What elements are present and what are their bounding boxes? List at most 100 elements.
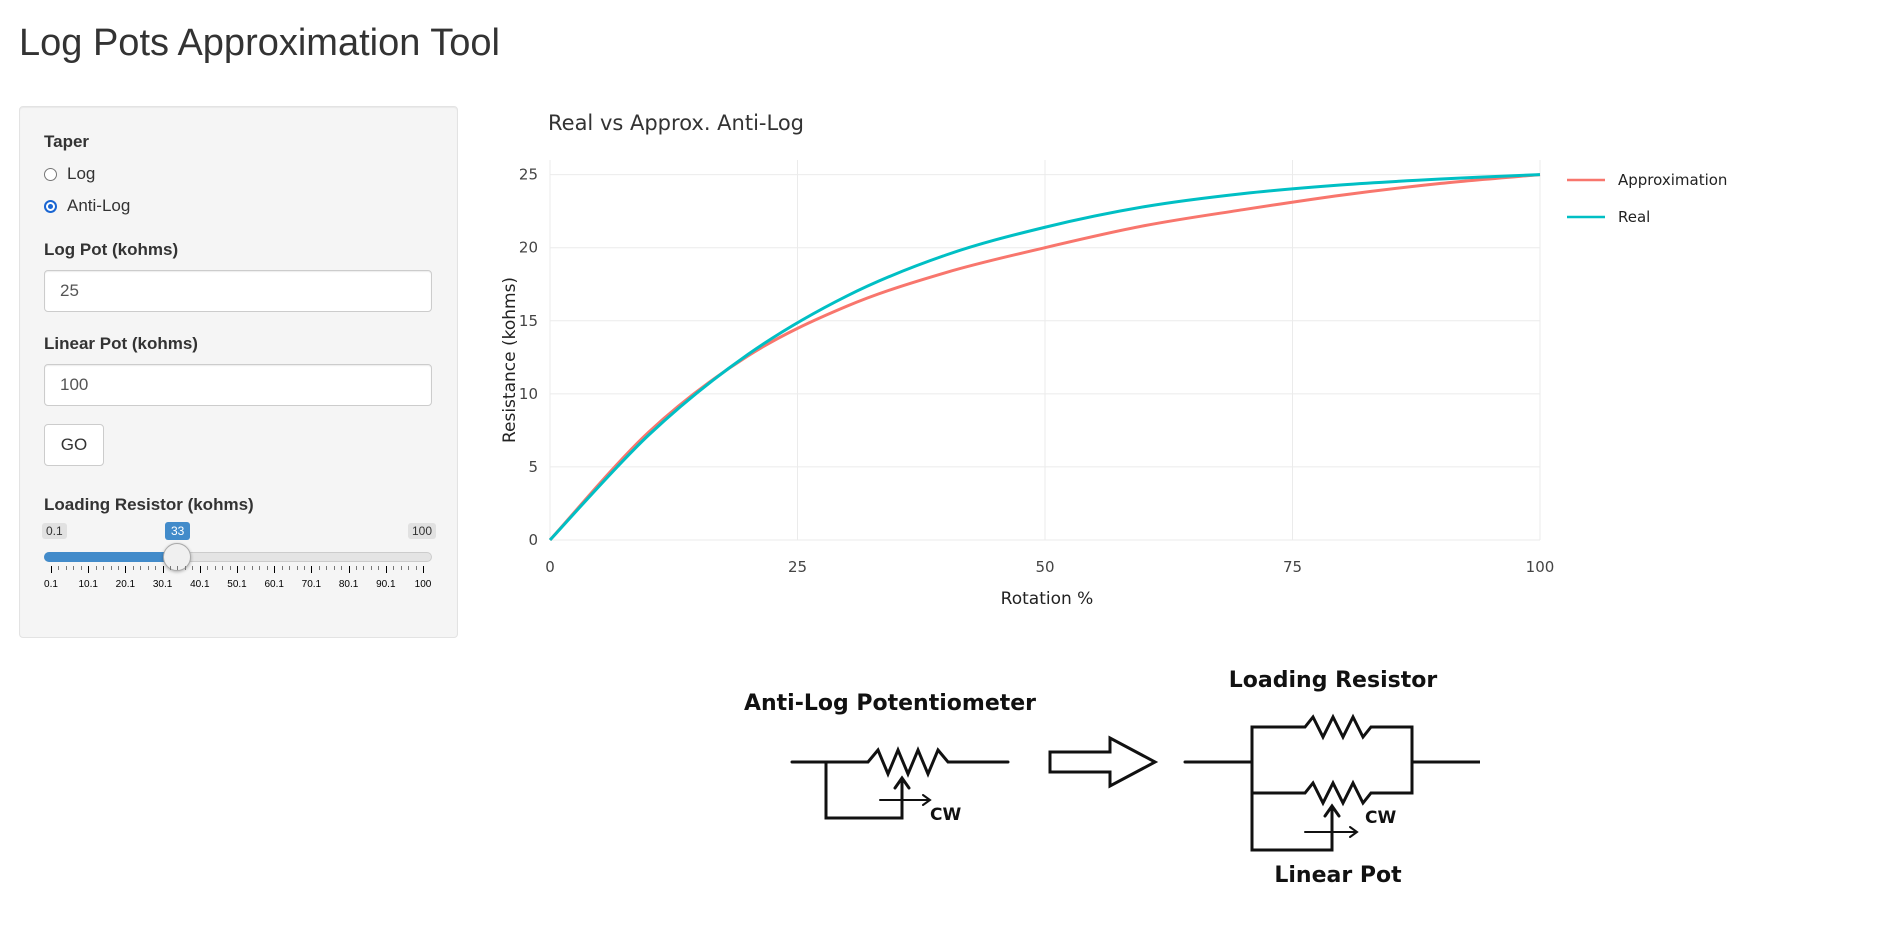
slider-minor-tick [103,566,105,570]
taper-option-log[interactable]: Log [44,164,95,184]
log-pot-input[interactable] [44,270,432,312]
taper-option-log-label: Log [67,164,96,183]
slider-minor-tick [184,566,186,570]
slider-max: 100 [408,523,437,539]
circuit-diagram: Anti-Log Potentiometer CW Loading Resist… [744,668,1480,888]
slider-tick [162,566,164,573]
slider-minor-tick [117,566,119,570]
slider-minor-tick [222,566,224,570]
arrow-shape [1048,735,1159,789]
slider-tick-label: 60.1 [264,579,284,590]
slider-fill [44,552,177,562]
loading-resistor-label: Loading Resistor (kohms) [44,495,254,514]
slider-tick-label: 90.1 [376,579,396,590]
linear-pot-label: Linear Pot (kohms) [44,334,198,353]
slider-tick [348,566,350,573]
slider-minor-tick [318,566,320,570]
slider-tick-label: 80.1 [338,579,359,590]
slider-minor-tick [147,566,149,570]
y-tick-label: 0 [528,531,538,549]
slider-minor-tick [65,566,67,570]
slider-minor-tick [289,566,291,570]
linear-pot-input[interactable] [44,364,432,406]
loading-resistor-symbol [1183,713,1480,852]
radio-log[interactable] [44,167,57,181]
x-tick-label: 0 [545,558,555,576]
series-line-real [548,173,1541,542]
slider-tick [423,566,424,573]
slider-minor-tick [80,566,82,570]
y-tick-label: 5 [528,458,538,476]
loading-resistor-title: Loading Resistor [1229,668,1438,693]
log-pot-label: Log Pot (kohms) [44,240,179,259]
slider-minor-tick [393,566,395,570]
app-title: Log Pots Approximation Tool [19,22,500,64]
taper-option-antilog-label: Anti-Log [67,196,131,215]
chart-title: Real vs Approx. Anti-Log [548,111,804,135]
slider-tick [385,566,387,573]
slider-tick [88,566,90,573]
slider-tick-label: 70.1 [301,579,322,590]
slider-minor-tick [259,566,261,570]
radio-antilog[interactable] [44,199,57,213]
cw-label-left: CW [930,805,961,825]
slider-tick [125,566,127,573]
cw-label-right: CW [1365,808,1396,828]
slider-minor-tick [207,566,209,570]
slider-minor-tick [356,566,358,570]
slider-tick-label: 40.1 [190,579,210,590]
slider-min: 0.1 [42,523,67,539]
taper-label: Taper [44,132,90,151]
slider-tick [237,566,238,573]
anti-log-pot-symbol [790,746,1010,820]
slider-minor-tick [177,566,179,570]
y-tick-label: 20 [519,239,538,257]
slider-minor-tick [281,566,283,570]
slider-minor-tick [378,566,380,570]
slider-tick [274,566,276,573]
linear-pot-title: Linear Pot [1274,863,1402,888]
slider-tick-label: 30.1 [152,579,173,590]
slider-minor-tick [73,566,75,570]
x-tick-label: 75 [1283,558,1302,576]
slider-tick-label: 0.1 [44,579,58,590]
y-tick-label: 10 [519,385,538,403]
go-button[interactable]: GO [44,424,104,466]
x-tick-label: 50 [1035,558,1054,576]
slider-minor-tick [341,566,343,570]
slider-minor-tick [244,566,246,570]
slider-minor-tick [326,566,328,570]
slider-minor-tick [229,566,231,570]
slider-minor-tick [170,566,172,570]
slider-minor-tick [363,566,365,570]
line-chart: Real vs Approx. Anti-Log 0 5 10 15 20 25 0 25 50… [500,111,1727,609]
slider-minor-tick [132,566,134,570]
slider-tick-label: 50.1 [227,579,247,590]
slider-minor-tick [266,566,268,570]
x-axis-label: Rotation % [1001,589,1094,609]
slider-minor-tick [214,566,216,570]
slider-minor-tick [192,566,194,570]
slider-tick-label: 100 [414,579,432,590]
slider-minor-tick [251,566,253,570]
slider-minor-tick [296,566,298,570]
slider-minor-tick [415,566,417,570]
y-axis-label: Resistance (kohms) [500,277,520,443]
slider-minor-tick [408,566,410,570]
slider-minor-tick [155,566,157,570]
slider-tick [51,566,52,573]
legend-label: Approximation [1618,171,1727,189]
slider-tick [199,566,201,573]
slider-minor-tick [333,566,335,570]
y-tick-label: 15 [519,312,538,330]
slider-minor-tick [58,566,60,570]
slider-minor-tick [303,566,305,570]
slider-tick-label: 10.1 [78,579,98,590]
slider-minor-tick [110,566,112,570]
slider-handle[interactable] [163,543,191,571]
anti-log-pot-title: Anti-Log Potentiometer [744,691,1036,716]
taper-option-antilog[interactable]: Anti-Log [44,196,130,216]
x-tick-label: 100 [1526,558,1555,576]
x-tick-label: 25 [788,558,807,576]
sidebar-panel: Taper Log Anti-Log Log Pot (kohms) Linea… [19,106,458,638]
